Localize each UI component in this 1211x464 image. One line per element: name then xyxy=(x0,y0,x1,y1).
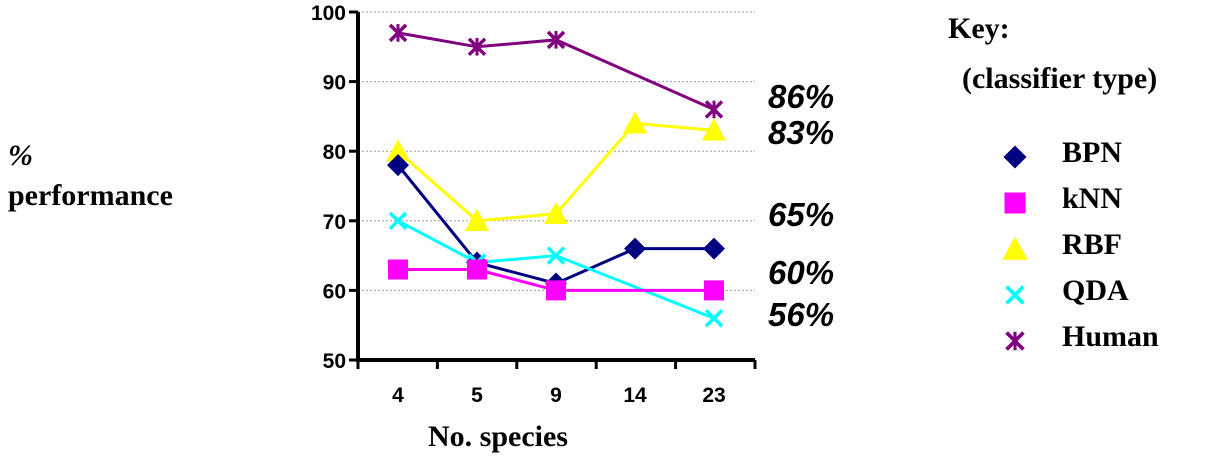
data-point-rbf xyxy=(386,139,410,162)
legend-marker-knn xyxy=(1004,192,1026,214)
triangle-marker-icon xyxy=(1002,236,1028,260)
legend-marker-human xyxy=(1005,331,1025,351)
legend-label: kNN xyxy=(1062,182,1123,215)
data-point-knn xyxy=(388,259,408,280)
series-line-qda xyxy=(397,219,715,320)
diamond-marker-icon xyxy=(1003,145,1027,169)
data-point-human xyxy=(704,100,724,119)
legend-label: BPN xyxy=(1062,136,1122,169)
legend-label: Human xyxy=(1062,320,1159,353)
annotation-60: 60% xyxy=(768,254,835,291)
y-tick-label: 90 xyxy=(323,72,346,95)
x-tick-label: 23 xyxy=(702,384,725,407)
asterisk-marker-icon xyxy=(1005,331,1025,351)
data-point-human xyxy=(388,23,408,43)
data-point-qda xyxy=(388,211,408,231)
y-axis-label: % performance xyxy=(8,136,173,216)
legend-item-bpn: BPN xyxy=(1000,136,1200,182)
legend-item-rbf: RBF xyxy=(1000,228,1200,274)
series-line-bpn xyxy=(396,164,714,286)
square-marker-icon xyxy=(1004,192,1026,214)
series-line-knn xyxy=(398,268,714,292)
data-point-rbf xyxy=(544,201,568,225)
series-line-human xyxy=(397,31,715,111)
data-point-rbf xyxy=(702,118,726,141)
legend-item-human: Human xyxy=(1000,320,1200,366)
data-point-knn xyxy=(467,259,487,280)
data-point-bpn xyxy=(624,237,646,260)
data-point-bpn xyxy=(387,154,409,177)
x-axis-label: No. species xyxy=(428,420,568,453)
data-point-qda xyxy=(546,246,566,265)
legend-marker-qda xyxy=(1005,285,1025,305)
annotation-56: 56% xyxy=(768,296,835,333)
series-markers xyxy=(386,23,726,328)
annotation-65: 65% xyxy=(768,196,835,233)
axes xyxy=(349,10,757,369)
x-tick-label: 14 xyxy=(623,384,647,407)
legend: BPN kNN RBF QDA Human xyxy=(1000,136,1200,366)
data-point-human xyxy=(467,37,487,57)
legend-subtitle: (classifier type) xyxy=(962,62,1158,95)
data-point-rbf xyxy=(623,111,647,134)
x-tick-label: 4 xyxy=(392,384,404,407)
data-point-qda xyxy=(704,309,724,328)
y-tick-label: 50 xyxy=(323,350,346,373)
data-point-knn xyxy=(704,280,724,301)
tick-labels: 50 60 70 80 90 100 4 5 9 14 23 xyxy=(311,2,726,407)
data-point-rbf xyxy=(465,208,489,231)
legend-item-knn: kNN xyxy=(1000,182,1200,228)
x-tick-label: 9 xyxy=(550,384,562,407)
y-tick-label: 60 xyxy=(323,280,346,303)
x-tick-label: 5 xyxy=(471,384,483,407)
data-point-bpn xyxy=(703,237,725,260)
y-axis-label-word: performance xyxy=(8,179,173,212)
annotation-86: 86% xyxy=(768,78,835,115)
legend-marker-bpn xyxy=(1003,145,1027,169)
y-tick-label: 80 xyxy=(323,141,346,164)
legend-title: Key: xyxy=(948,12,1010,45)
y-tick-label: 70 xyxy=(323,211,346,234)
x-marker-icon xyxy=(1005,285,1025,305)
legend-item-qda: QDA xyxy=(1000,274,1200,320)
data-point-human xyxy=(546,30,566,50)
legend-label: RBF xyxy=(1062,228,1122,261)
data-point-knn xyxy=(546,280,566,301)
legend-marker-rbf xyxy=(1002,236,1028,260)
legend-label: QDA xyxy=(1062,274,1129,307)
y-tick-label: 100 xyxy=(311,2,346,25)
y-axis-label-symbol: % xyxy=(8,139,33,172)
annotation-83: 83% xyxy=(768,114,835,151)
